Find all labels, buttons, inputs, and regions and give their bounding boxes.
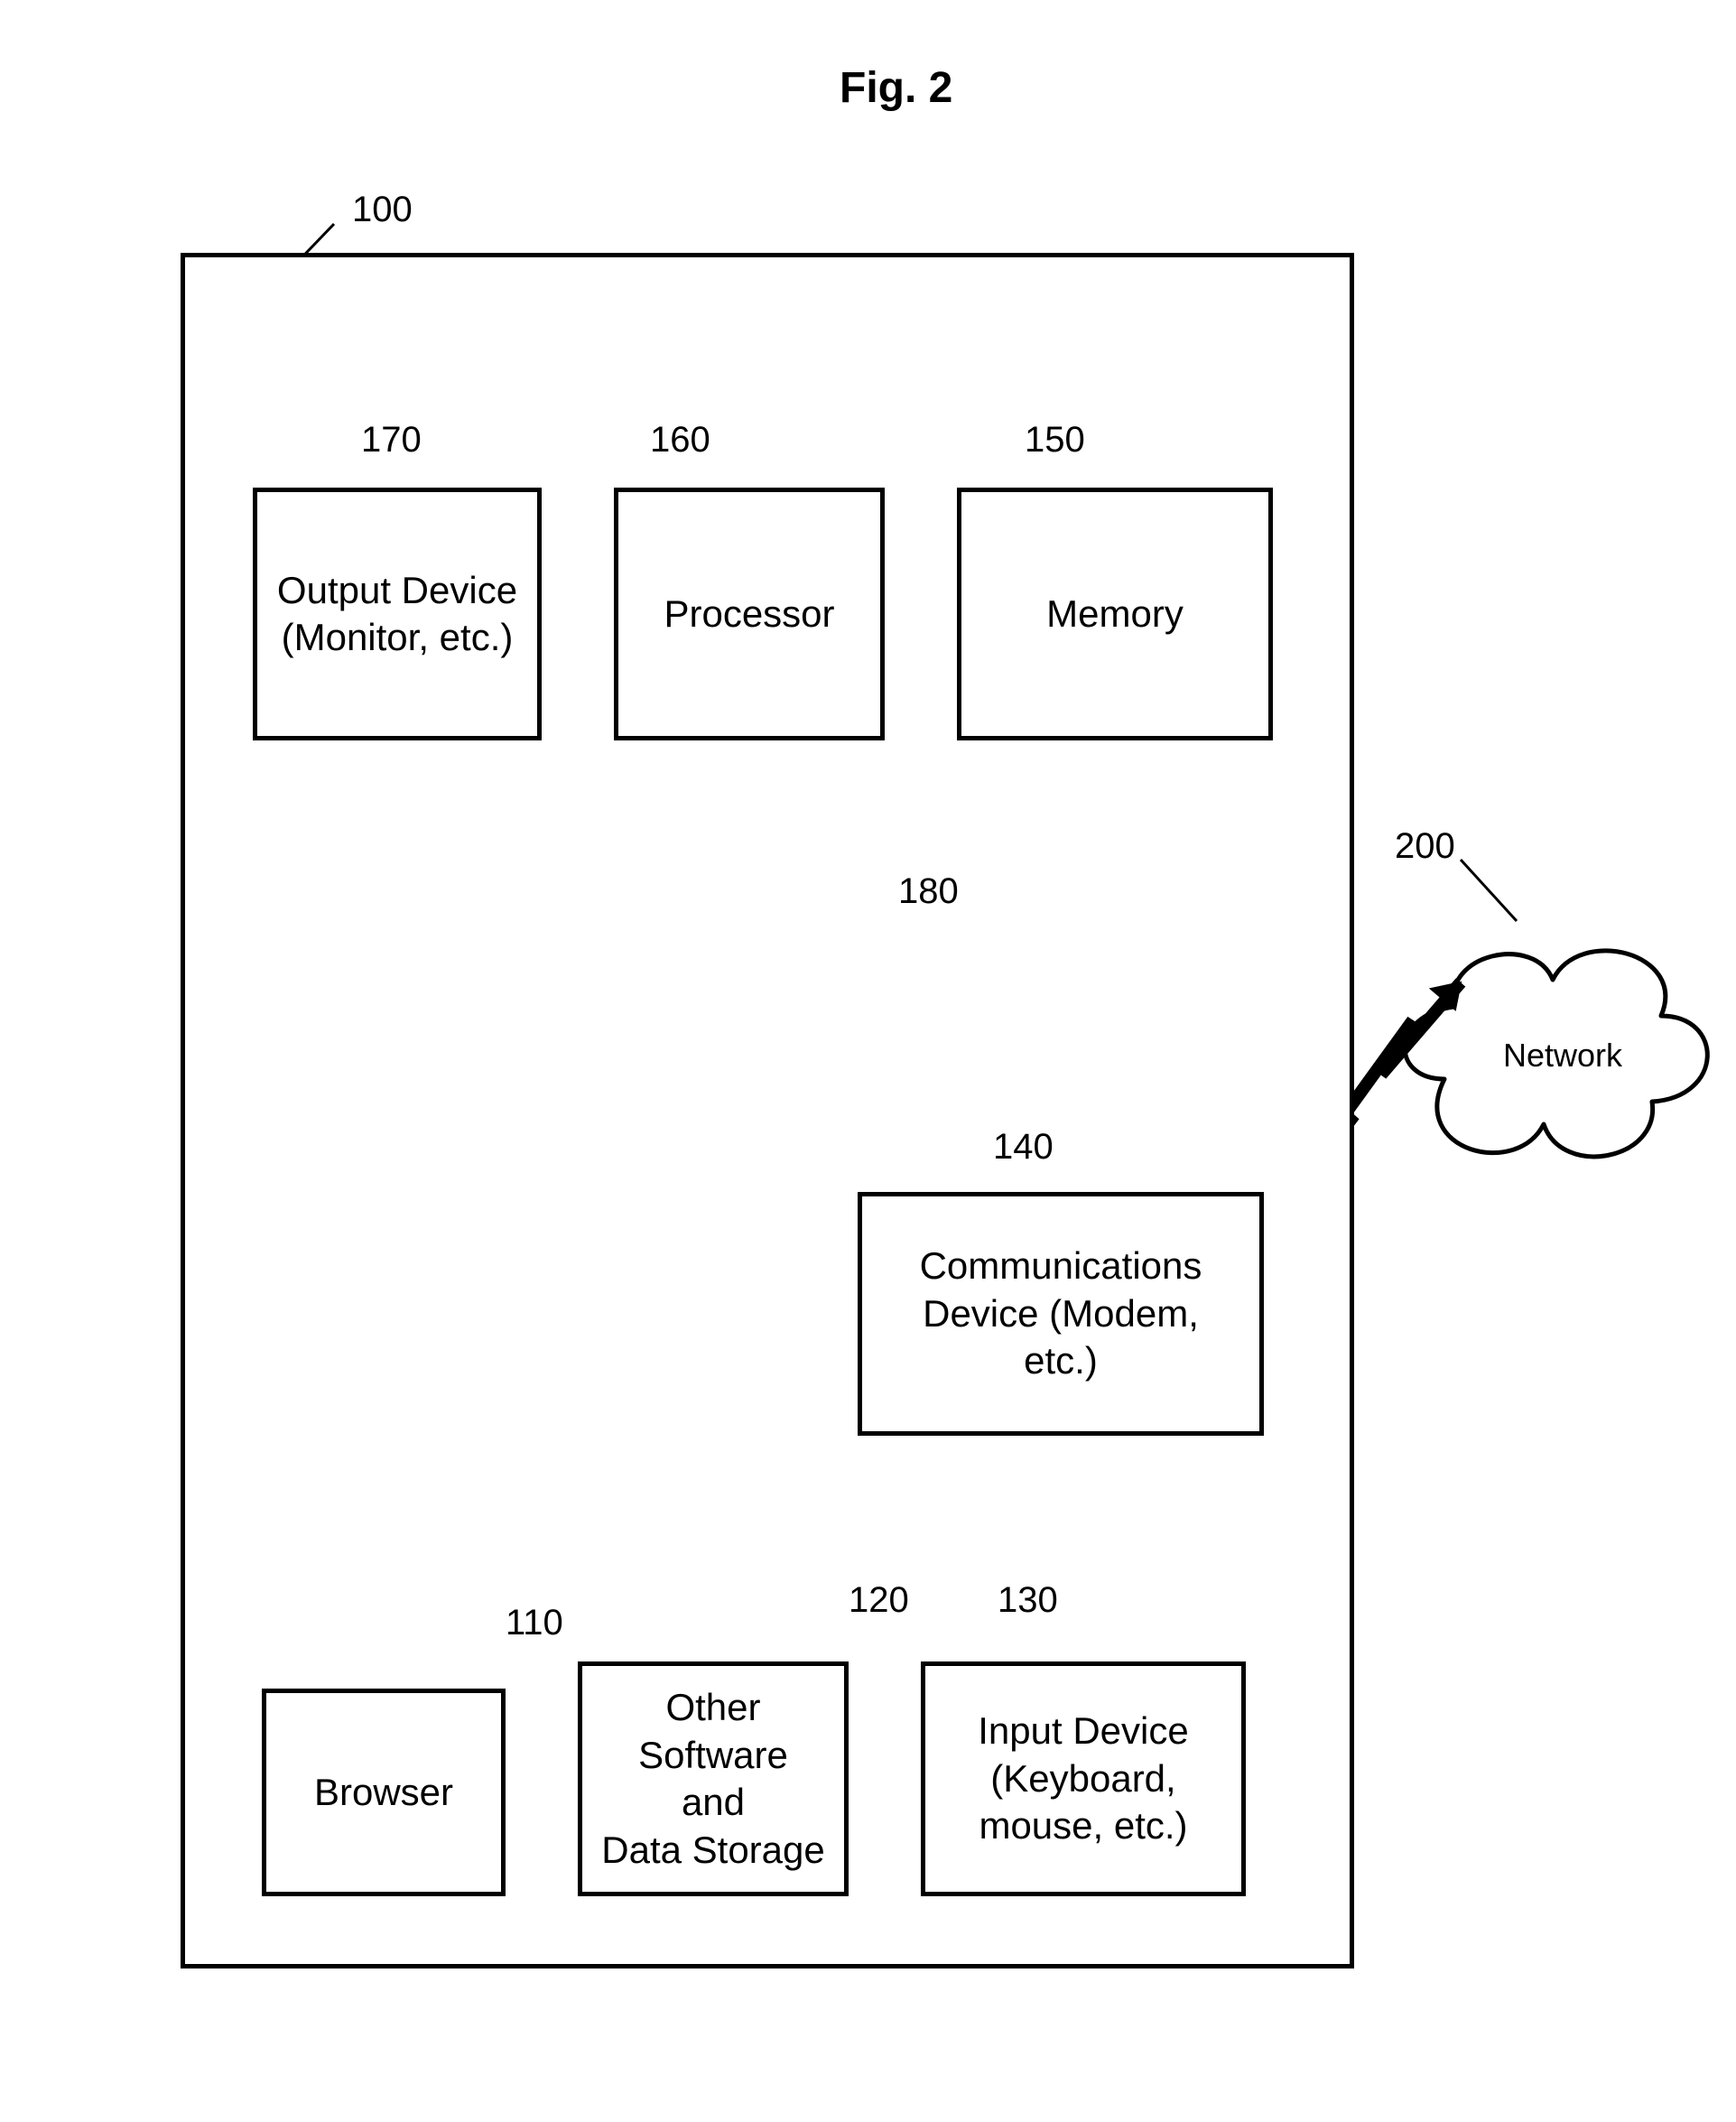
ref-150: 150 [1025, 420, 1085, 461]
output-device-label: Output Device(Monitor, etc.) [277, 567, 517, 662]
processor-label: Processor [664, 591, 834, 638]
communications-box: CommunicationsDevice (Modem,etc.) [858, 1192, 1264, 1436]
network-cloud-label: Network [1503, 1037, 1622, 1075]
memory-label: Memory [1046, 591, 1184, 638]
browser-label: Browser [314, 1769, 453, 1817]
ref-110: 110 [506, 1603, 563, 1643]
ref-180: 180 [898, 871, 959, 912]
browser-box: Browser [262, 1689, 506, 1896]
figure-title: Fig. 2 [840, 63, 952, 113]
processor-box: Processor [614, 488, 885, 740]
input-device-label: Input Device(Keyboard,mouse, etc.) [978, 1708, 1188, 1850]
ref-120: 120 [849, 1580, 909, 1621]
ref-200: 200 [1395, 826, 1455, 867]
storage-label: Other SoftwareandData Storage [589, 1684, 837, 1874]
input-device-box: Input Device(Keyboard,mouse, etc.) [921, 1661, 1246, 1896]
ref-170: 170 [361, 420, 422, 461]
ref-130: 130 [998, 1580, 1058, 1621]
storage-box: Other SoftwareandData Storage [578, 1661, 849, 1896]
output-device-box: Output Device(Monitor, etc.) [253, 488, 542, 740]
ref-140: 140 [993, 1127, 1054, 1168]
communications-label: CommunicationsDevice (Modem,etc.) [920, 1242, 1202, 1385]
memory-box: Memory [957, 488, 1273, 740]
ref-100: 100 [352, 190, 413, 230]
diagram-canvas: Fig. 2 Output Device(Monitor, etc.) Proc… [0, 0, 1736, 2122]
ref-160: 160 [650, 420, 710, 461]
